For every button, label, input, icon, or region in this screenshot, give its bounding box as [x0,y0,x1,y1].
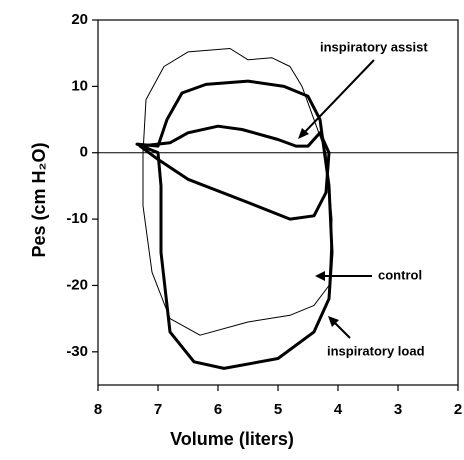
y-tick-label: 20 [71,11,88,28]
arrowhead [298,128,309,139]
annotation: control [378,267,422,282]
loop-line [135,79,334,370]
loop-line [138,124,331,221]
y-tick-label: -20 [66,276,88,293]
y-axis-title: Pes (cm H₂O) [29,142,49,257]
arrow [301,59,375,136]
x-tick-label: 5 [274,401,282,418]
arrowhead [328,316,339,327]
x-tick-label: 7 [154,401,162,418]
x-tick-label: 4 [334,401,343,418]
loop-line [142,48,333,336]
x-tick-label: 8 [94,401,102,418]
y-tick-label: 10 [71,77,88,94]
x-tick-label: 6 [214,401,222,418]
x-axis-title: Volume (liters) [170,429,294,449]
y-tick-label: -30 [66,343,88,360]
plot-frame [97,19,459,386]
annotation: inspiratory load [327,343,425,358]
arrowhead [315,271,325,281]
y-tick-label: -10 [66,210,88,227]
x-tick-label: 3 [394,401,402,418]
y-tick-label: 0 [80,144,88,161]
annotation: inspiratory assist [320,39,428,54]
x-tick-label: 2 [454,401,462,418]
